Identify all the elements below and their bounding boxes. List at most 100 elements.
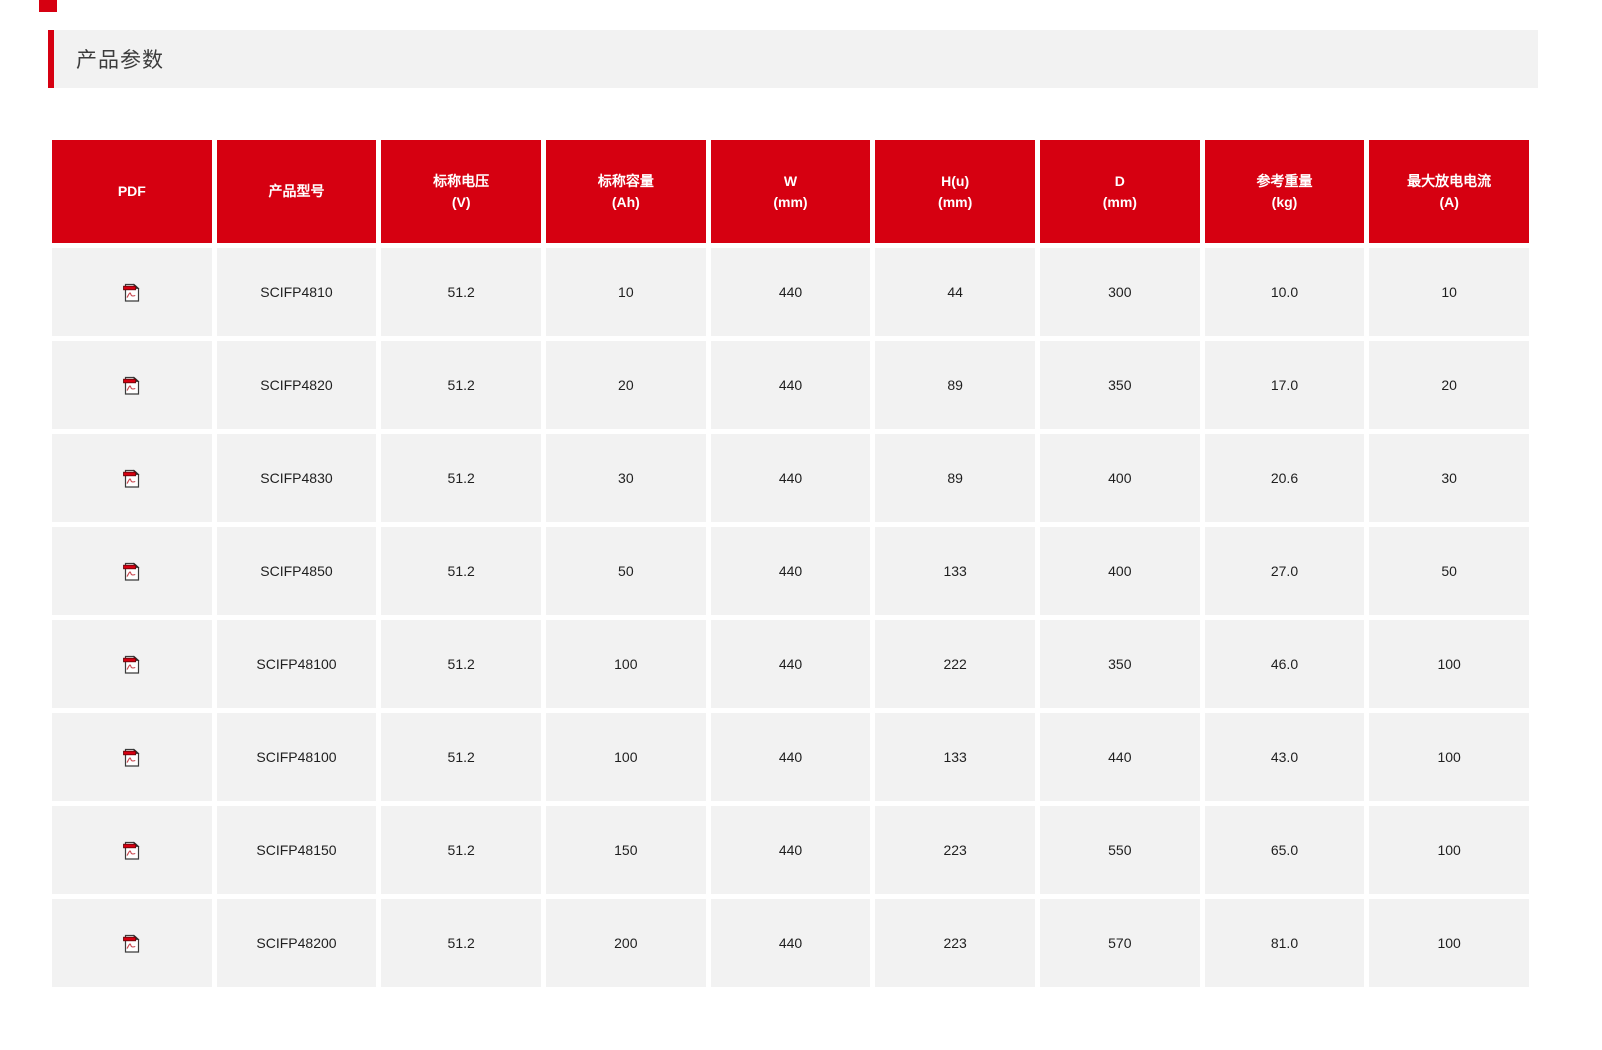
- pdf-file-icon: [123, 376, 140, 395]
- cell-nominal-capacity: 200: [546, 899, 706, 987]
- pdf-download-link[interactable]: [123, 747, 140, 767]
- cell-height-mm: 89: [875, 434, 1035, 522]
- table-row: SCIFP48150 51.2 150 440 223 550 65.0 100: [52, 806, 1529, 894]
- column-header-label: W: [783, 172, 798, 189]
- pdf-download-link[interactable]: [123, 933, 140, 953]
- table-row: SCIFP4820 51.2 20 440 89 350 17.0 20: [52, 341, 1529, 429]
- cell-depth-mm: 400: [1040, 434, 1200, 522]
- pdf-cell: [52, 806, 212, 894]
- cell-width-mm: 440: [710, 248, 871, 336]
- cell-depth-mm: 350: [1040, 620, 1200, 708]
- cell-width-mm: 440: [710, 620, 871, 708]
- pdf-cell: [52, 434, 212, 522]
- cell-nominal-voltage: 51.2: [381, 527, 541, 615]
- column-header-voltage: 标称电压 (V): [381, 140, 541, 243]
- cell-height-mm: 222: [875, 620, 1035, 708]
- page-title: 产品参数: [76, 49, 164, 72]
- cell-nominal-capacity: 30: [546, 434, 706, 522]
- pdf-cell: [52, 341, 212, 429]
- column-header-label: 参考重量: [1256, 172, 1313, 189]
- pdf-file-icon: [123, 934, 140, 953]
- column-header-unit: (V): [451, 193, 471, 210]
- column-header-pdf: PDF: [52, 140, 212, 243]
- cell-depth-mm: 350: [1040, 341, 1200, 429]
- product-spec-table: PDF 产品型号 标称电压 (V) 标称容量 (Ah) W (mm) H(u) …: [52, 140, 1529, 987]
- cell-width-mm: 440: [710, 713, 871, 801]
- cell-width-mm: 440: [710, 434, 871, 522]
- cell-model: SCIFP4830: [216, 434, 377, 522]
- cell-ref-weight: 27.0: [1204, 527, 1365, 615]
- cell-max-current: 100: [1369, 713, 1529, 801]
- pdf-download-link[interactable]: [123, 654, 140, 674]
- pdf-download-link[interactable]: [123, 840, 140, 860]
- cell-ref-weight: 43.0: [1204, 713, 1365, 801]
- cell-max-current: 100: [1369, 806, 1529, 894]
- cell-depth-mm: 570: [1040, 899, 1200, 987]
- cell-nominal-capacity: 150: [546, 806, 706, 894]
- cell-ref-weight: 20.6: [1204, 434, 1365, 522]
- cell-nominal-capacity: 10: [546, 248, 706, 336]
- cell-width-mm: 440: [710, 341, 871, 429]
- pdf-cell: [52, 248, 212, 336]
- table-row: SCIFP48100 51.2 100 440 133 440 43.0 100: [52, 713, 1529, 801]
- column-header-label: PDF: [117, 183, 146, 199]
- column-header-label: 产品型号: [268, 183, 325, 199]
- cell-nominal-voltage: 51.2: [381, 434, 541, 522]
- column-header-capacity: 标称容量 (Ah): [546, 140, 706, 243]
- section-title-band: 产品参数: [48, 30, 1538, 88]
- cell-max-current: 10: [1369, 248, 1529, 336]
- cell-model: SCIFP4810: [216, 248, 377, 336]
- table-row: SCIFP48100 51.2 100 440 222 350 46.0 100: [52, 620, 1529, 708]
- column-header-label: 最大放电电流: [1407, 172, 1492, 189]
- column-header-unit: (A): [1439, 193, 1459, 210]
- column-header-w: W (mm): [710, 140, 871, 243]
- table-row: SCIFP4850 51.2 50 440 133 400 27.0 50: [52, 527, 1529, 615]
- column-header-label: 标称容量: [597, 172, 654, 189]
- table-row: SCIFP4830 51.2 30 440 89 400 20.6 30: [52, 434, 1529, 522]
- cell-ref-weight: 46.0: [1204, 620, 1365, 708]
- column-header-unit: (kg): [1271, 193, 1298, 210]
- pdf-download-link[interactable]: [123, 375, 140, 395]
- pdf-file-icon: [123, 562, 140, 581]
- cell-ref-weight: 10.0: [1204, 248, 1365, 336]
- column-header-label: 标称电压: [433, 172, 490, 189]
- cell-depth-mm: 440: [1040, 713, 1200, 801]
- pdf-cell: [52, 899, 212, 987]
- cell-nominal-voltage: 51.2: [381, 620, 541, 708]
- column-header-unit: (mm): [1102, 193, 1137, 210]
- cell-height-mm: 133: [875, 527, 1035, 615]
- pdf-file-icon: [123, 748, 140, 767]
- cell-nominal-capacity: 100: [546, 620, 706, 708]
- cell-depth-mm: 550: [1040, 806, 1200, 894]
- cell-model: SCIFP48200: [216, 899, 377, 987]
- pdf-cell: [52, 527, 212, 615]
- table-header-row: PDF 产品型号 标称电压 (V) 标称容量 (Ah) W (mm) H(u) …: [52, 140, 1529, 243]
- pdf-download-link[interactable]: [123, 282, 140, 302]
- column-header-model: 产品型号: [216, 140, 377, 243]
- cell-nominal-voltage: 51.2: [381, 806, 541, 894]
- pdf-file-icon: [123, 655, 140, 674]
- pdf-cell: [52, 713, 212, 801]
- title-accent-bar: [48, 30, 54, 88]
- cell-max-current: 20: [1369, 341, 1529, 429]
- cell-model: SCIFP48150: [216, 806, 377, 894]
- pdf-file-icon: [123, 841, 140, 860]
- cell-model: SCIFP4820: [216, 341, 377, 429]
- pdf-cell: [52, 620, 212, 708]
- pdf-file-icon: [123, 469, 140, 488]
- cell-model: SCIFP48100: [216, 620, 377, 708]
- column-header-unit: (mm): [938, 193, 973, 210]
- column-header-h: H(u) (mm): [875, 140, 1035, 243]
- cell-width-mm: 440: [710, 899, 871, 987]
- cell-nominal-capacity: 100: [546, 713, 706, 801]
- cell-nominal-voltage: 51.2: [381, 899, 541, 987]
- pdf-download-link[interactable]: [123, 468, 140, 488]
- table-row: SCIFP48200 51.2 200 440 223 570 81.0 100: [52, 899, 1529, 987]
- cell-max-current: 50: [1369, 527, 1529, 615]
- cell-ref-weight: 17.0: [1204, 341, 1365, 429]
- cell-depth-mm: 400: [1040, 527, 1200, 615]
- cell-height-mm: 223: [875, 806, 1035, 894]
- pdf-download-link[interactable]: [123, 561, 140, 581]
- column-header-current: 最大放电电流 (A): [1369, 140, 1529, 243]
- table-row: SCIFP4810 51.2 10 440 44 300 10.0 10: [52, 248, 1529, 336]
